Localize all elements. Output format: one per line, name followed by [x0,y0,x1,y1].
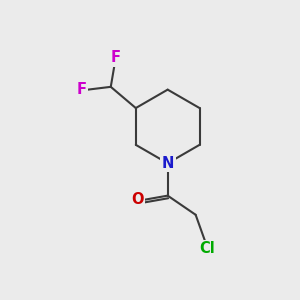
Text: Cl: Cl [200,242,215,256]
Text: F: F [110,50,120,65]
Text: F: F [76,82,86,97]
Text: O: O [131,192,144,207]
Text: N: N [161,156,174,171]
